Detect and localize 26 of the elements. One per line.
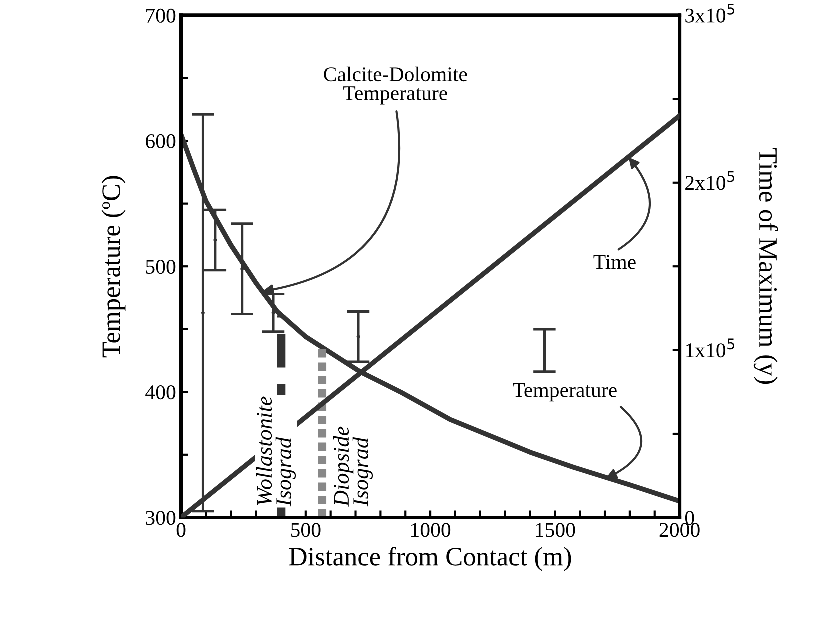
text: Wollastonite Isograd: [256, 396, 296, 507]
point: [214, 238, 218, 242]
text: Diopside Isograd: [333, 426, 374, 507]
x-tick-label: 500: [291, 523, 321, 538]
point: [240, 267, 244, 271]
y2-tick-label: 1x10$^{5}$: [686, 338, 735, 358]
y2-tick-label: 2x10$^{5}$: [686, 171, 735, 190]
x-tick-label: 1000: [412, 523, 451, 538]
annotation: Temperature: [513, 384, 617, 402]
annotation: Calcite-Dolomite Temperature: [324, 66, 468, 105]
y-tick-label: 700: [146, 8, 176, 23]
point: [272, 311, 276, 315]
annotation: Time: [594, 255, 636, 270]
y-axis-title: Temperature (ºC): [102, 176, 126, 358]
y-tick-label: 500: [146, 260, 176, 274]
y-tick-label: 400: [146, 386, 176, 400]
y-tick-label: 300: [146, 511, 176, 526]
x-tick-label: 2000: [660, 523, 700, 538]
y2-tick-label: 0: [685, 511, 694, 526]
y2-axis-title: Time of Maximum (y): [754, 148, 778, 384]
x-axis-title: Distance from Contact (m): [290, 547, 572, 572]
y2-tick-label: 3x10$^{5}$: [686, 4, 735, 23]
y-tick-label: 600: [146, 134, 176, 148]
point: [356, 335, 360, 339]
x-tick-label: 0: [176, 523, 186, 538]
x-tick-label: 1500: [536, 523, 576, 538]
